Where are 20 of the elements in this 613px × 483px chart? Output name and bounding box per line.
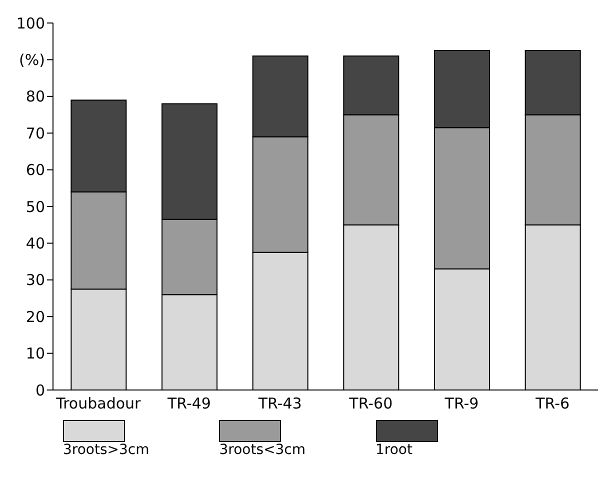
x-tick-label: TR-60 xyxy=(348,394,393,413)
y-tick-label: 40 xyxy=(26,234,45,253)
legend-label: 3roots>3cm xyxy=(63,442,150,458)
legend-label: 1root xyxy=(376,442,412,458)
y-tick-label: 0 xyxy=(35,381,45,400)
y-tick-label: 20 xyxy=(26,308,45,326)
x-tick-label: TR-9 xyxy=(444,394,479,413)
y-tick-label: 10 xyxy=(26,344,45,363)
y-tick-label: 80 xyxy=(26,88,45,106)
y-tick-label: 50 xyxy=(26,198,45,216)
x-tick-label: TR-6 xyxy=(534,394,570,413)
y-tick-label: 100 xyxy=(16,14,45,32)
y-tick-label: 30 xyxy=(26,271,45,290)
x-tick-label: TR-43 xyxy=(257,394,302,413)
x-tick-label: Troubadour xyxy=(55,394,142,413)
legend-label: 3roots<3cm xyxy=(219,442,306,458)
y-tick-label: 70 xyxy=(26,124,45,142)
y-tick-label: (%) xyxy=(19,51,45,70)
x-tick-label: TR-49 xyxy=(166,394,211,413)
y-tick-label: 60 xyxy=(26,161,45,180)
